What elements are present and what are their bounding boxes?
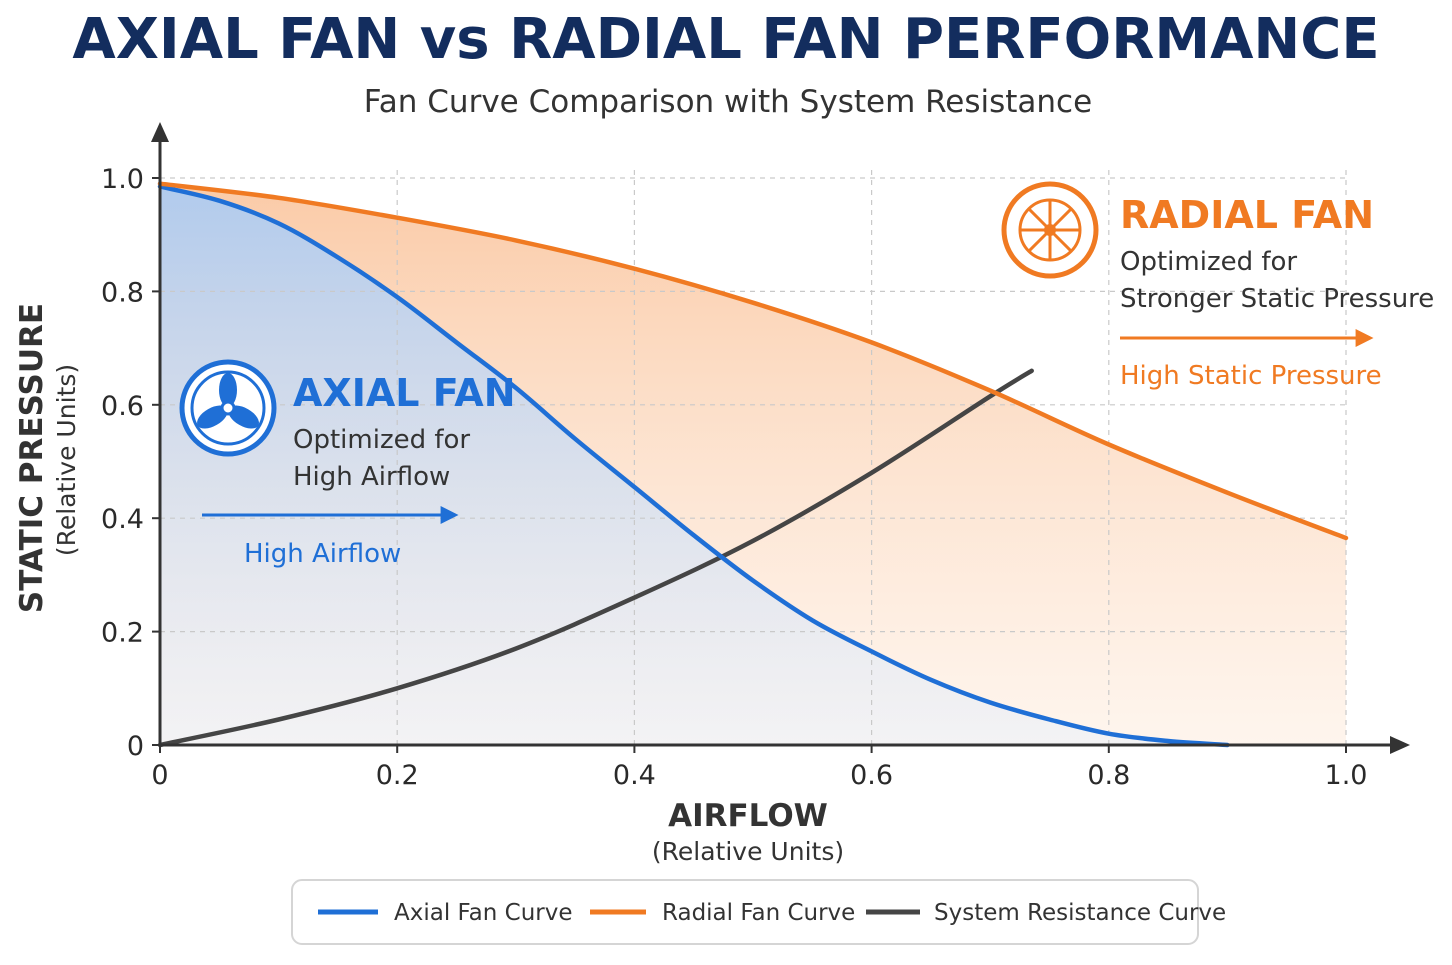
radial-arrow-label: High Static Pressure bbox=[1120, 361, 1382, 391]
radial-callout-title: RADIAL FAN bbox=[1120, 193, 1374, 237]
x-tick-label: 0.8 bbox=[1087, 760, 1130, 791]
legend-label-axial: Axial Fan Curve bbox=[394, 900, 573, 926]
x-axis-subtitle: (Relative Units) bbox=[652, 837, 844, 866]
radial-icon-spoke bbox=[1027, 207, 1052, 232]
axes bbox=[151, 122, 1410, 754]
radial-callout: RADIAL FAN Optimized for Stronger Static… bbox=[1001, 181, 1434, 391]
legend: Axial Fan Curve Radial Fan Curve System … bbox=[291, 879, 1226, 945]
x-axis-title: AIRFLOW bbox=[668, 798, 828, 834]
x-tick-label: 0.2 bbox=[376, 760, 419, 791]
x-tick-label: 1.0 bbox=[1325, 760, 1368, 791]
axial-callout: AXIAL FAN Optimized for High Airflow Hig… bbox=[179, 359, 516, 569]
x-tick-label: 0.6 bbox=[850, 760, 893, 791]
legend-label-radial: Radial Fan Curve bbox=[662, 900, 855, 926]
radial-icon-spoke bbox=[1048, 207, 1073, 232]
y-tick-label: 0.4 bbox=[101, 504, 144, 535]
y-tick-label: 0.6 bbox=[101, 391, 144, 422]
y-tick-label: 0 bbox=[127, 731, 144, 762]
area-fills bbox=[160, 183, 1346, 745]
x-tick-label: 0.4 bbox=[613, 760, 656, 791]
tick-labels: 0 0.2 0.4 0.6 0.8 1.0 0 0.2 0.4 0.6 0.8 1.0 bbox=[101, 164, 1367, 791]
chart-title: AXIAL FAN vs RADIAL FAN PERFORMANCE bbox=[72, 7, 1379, 72]
legend-item-radial: Radial Fan Curve bbox=[590, 900, 855, 926]
legend-box bbox=[291, 879, 1199, 945]
y-axis-arrow bbox=[151, 122, 169, 142]
x-tick-label: 0 bbox=[151, 760, 168, 791]
legend-item-axial: Axial Fan Curve bbox=[318, 900, 573, 926]
series-line-axial bbox=[157, 184, 1230, 748]
x-axis-arrow bbox=[1390, 736, 1410, 754]
grid-lines bbox=[160, 170, 1347, 745]
series-lines bbox=[157, 181, 1349, 748]
y-axis-title: STATIC PRESSURE bbox=[14, 303, 50, 613]
area-fill-axial bbox=[160, 186, 1228, 745]
chart-subtitle: Fan Curve Comparison with System Resista… bbox=[364, 84, 1092, 120]
axial-callout-line1: Optimized for bbox=[293, 425, 470, 455]
axial-callout-line2: High Airflow bbox=[293, 462, 450, 492]
axial-arrow-label: High Airflow bbox=[244, 539, 401, 569]
y-tick-label: 0.2 bbox=[101, 618, 144, 649]
legend-label-system: System Resistance Curve bbox=[934, 900, 1226, 926]
radial-icon-spoke bbox=[1027, 228, 1052, 253]
y-tick-label: 1.0 bbox=[101, 164, 144, 195]
radial-icon-spoke bbox=[1048, 228, 1073, 253]
y-axis-subtitle: (Relative Units) bbox=[52, 364, 81, 556]
axial-fan-icon bbox=[179, 359, 277, 457]
series-line-radial bbox=[157, 181, 1349, 541]
radial-callout-line2: Stronger Static Pressure bbox=[1120, 284, 1434, 314]
legend-item-system: System Resistance Curve bbox=[866, 900, 1226, 926]
radial-fan-icon bbox=[1001, 181, 1099, 279]
axial-callout-title: AXIAL FAN bbox=[293, 371, 516, 415]
y-tick-label: 0.8 bbox=[101, 277, 144, 308]
radial-callout-line1: Optimized for bbox=[1120, 247, 1297, 277]
series-line-system bbox=[157, 368, 1034, 748]
